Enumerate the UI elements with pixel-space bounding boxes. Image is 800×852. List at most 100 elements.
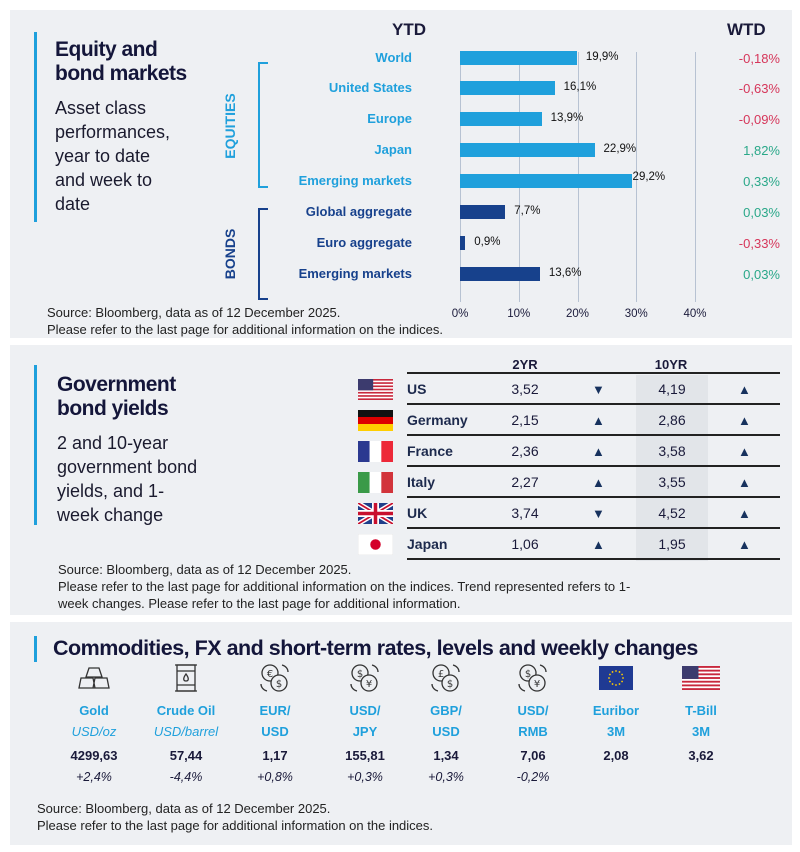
- item-weekly-change: -0,2%: [516, 770, 550, 784]
- 2yr-yield: 2,27: [511, 474, 539, 490]
- country-name: France: [407, 443, 453, 459]
- triangle-up-icon: ▲: [738, 413, 751, 428]
- 2yr-header: 2YR: [512, 357, 538, 372]
- japan-flag-icon: [357, 533, 394, 556]
- bar-value-label: 22,9%: [603, 143, 637, 155]
- bar: [460, 112, 542, 126]
- 2yr-yield: 3,52: [511, 381, 539, 397]
- item-name: GBP/: [430, 703, 462, 718]
- accent-bar: [34, 636, 37, 662]
- 2yr-yield: 2,15: [511, 412, 539, 428]
- pound-dollar-exchange-icon: £ $: [401, 662, 491, 694]
- svg-text:$: $: [357, 669, 363, 680]
- item-level: 2,08: [603, 748, 629, 763]
- item-level: 1,34: [433, 748, 459, 763]
- item-unit: JPY: [352, 724, 378, 739]
- triangle-up-icon: ▲: [592, 537, 605, 552]
- table-row: US 3,52 ▼ 4,19 ▲: [10, 374, 792, 405]
- bonds-group-label: BONDS: [222, 228, 238, 280]
- gridline: [636, 52, 638, 302]
- row-divider: [407, 372, 780, 374]
- note-line: Please refer to the last page for additi…: [58, 579, 631, 594]
- table-row: France 2,36 ▲ 3,58 ▲: [10, 436, 792, 467]
- row-divider: [407, 434, 780, 436]
- ytd-header: YTD: [392, 20, 426, 39]
- bar-value-label: 29,2%: [632, 171, 666, 183]
- category-label: United States: [328, 80, 412, 95]
- x-tick-label: 20%: [565, 308, 590, 320]
- x-tick-label: 10%: [507, 308, 531, 320]
- category-label: Emerging markets: [298, 173, 412, 188]
- bar: [460, 205, 506, 219]
- source-text: Source: Bloomberg, data as of 12 Decembe…: [37, 800, 433, 834]
- bar-value-label: 0,9%: [474, 236, 501, 248]
- item-weekly-change: +2,4%: [76, 770, 112, 784]
- dollar-yen-exchange-icon: $ ¥: [320, 662, 410, 694]
- table-row: Japan 1,06 ▲ 1,95 ▲: [10, 529, 792, 560]
- wtd-value: 0,03%: [743, 205, 780, 220]
- 10yr-yield: 3,58: [658, 443, 686, 459]
- euro-dollar-exchange-icon: € $: [230, 662, 320, 694]
- triangle-down-icon: ▼: [592, 382, 605, 397]
- source-line: Source: Bloomberg, data as of 12 Decembe…: [58, 562, 352, 577]
- category-label: Global aggregate: [305, 204, 412, 219]
- item-level: 4299,63: [70, 748, 118, 763]
- 10yr-yield: 4,19: [658, 381, 686, 397]
- france-flag-icon: [358, 441, 393, 462]
- commodity-item: T-Bill 3M 3,62: [656, 662, 746, 790]
- bar: [460, 51, 577, 65]
- 10yr-yield: 2,86: [658, 412, 686, 428]
- x-tick-label: 0%: [451, 308, 469, 320]
- category-label: Euro aggregate: [316, 235, 412, 250]
- item-name: T-Bill: [685, 703, 717, 718]
- item-name: USD/: [349, 703, 381, 718]
- wtd-value: -0,09%: [738, 112, 780, 127]
- svg-text:$: $: [276, 679, 282, 690]
- row-divider: [407, 465, 780, 467]
- item-unit: RMB: [518, 724, 548, 739]
- triangle-up-icon: ▲: [738, 475, 751, 490]
- uk-flag-icon: [356, 500, 395, 527]
- row-divider: [407, 496, 780, 498]
- wtd-value: 0,33%: [743, 174, 780, 189]
- table-row: Italy 2,27 ▲ 3,55 ▲: [10, 467, 792, 498]
- title-line: bond yields: [57, 397, 169, 420]
- item-name: Gold: [79, 703, 109, 718]
- item-weekly-change: +0,3%: [347, 770, 383, 784]
- government-yields-panel: Government bond yields 2 and 10-year gove…: [10, 345, 792, 615]
- title-line: bond markets: [55, 62, 187, 85]
- item-unit: USD/barrel: [153, 724, 219, 739]
- equities-bracket: [258, 62, 268, 188]
- triangle-up-icon: ▲: [738, 382, 751, 397]
- item-unit: USD: [432, 724, 460, 739]
- bar: [460, 81, 555, 95]
- gold-bars-icon: [49, 662, 139, 694]
- table-row: UK 3,74 ▼ 4,52 ▲: [10, 498, 792, 529]
- 10yr-yield: 1,95: [658, 536, 686, 552]
- panel-subtitle: Asset class performances, year to date a…: [55, 96, 170, 216]
- row-divider: [407, 403, 780, 405]
- x-tick-label: 30%: [624, 308, 648, 320]
- wtd-header: WTD: [727, 20, 766, 39]
- triangle-down-icon: ▼: [592, 506, 605, 521]
- bar-value-label: 13,9%: [550, 112, 584, 124]
- svg-text:¥: ¥: [366, 679, 372, 690]
- item-level: 7,06: [520, 748, 546, 763]
- svg-text:$: $: [525, 669, 531, 680]
- commodity-item: Euribor 3M 2,08: [571, 662, 661, 790]
- subtitle-line: 2 and 10-year: [57, 433, 169, 453]
- commodities-panel: Commodities, FX and short-term rates, le…: [10, 622, 792, 845]
- item-level: 155,81: [345, 748, 385, 763]
- row-divider: [407, 527, 780, 529]
- bar: [460, 143, 595, 157]
- wtd-value: 1,82%: [743, 143, 780, 158]
- item-weekly-change: +0,3%: [428, 770, 464, 784]
- dollar-yuan-exchange-icon: $ ¥: [488, 662, 578, 694]
- item-unit: 3M: [691, 724, 711, 739]
- item-name: EUR/: [259, 703, 291, 718]
- commodity-item: $ ¥ USD/RMB 7,06 -0,2%: [488, 662, 578, 790]
- triangle-up-icon: ▲: [592, 413, 605, 428]
- eu-flag-icon: [571, 662, 661, 694]
- 10yr-header: 10YR: [654, 357, 688, 372]
- item-unit: 3M: [606, 724, 626, 739]
